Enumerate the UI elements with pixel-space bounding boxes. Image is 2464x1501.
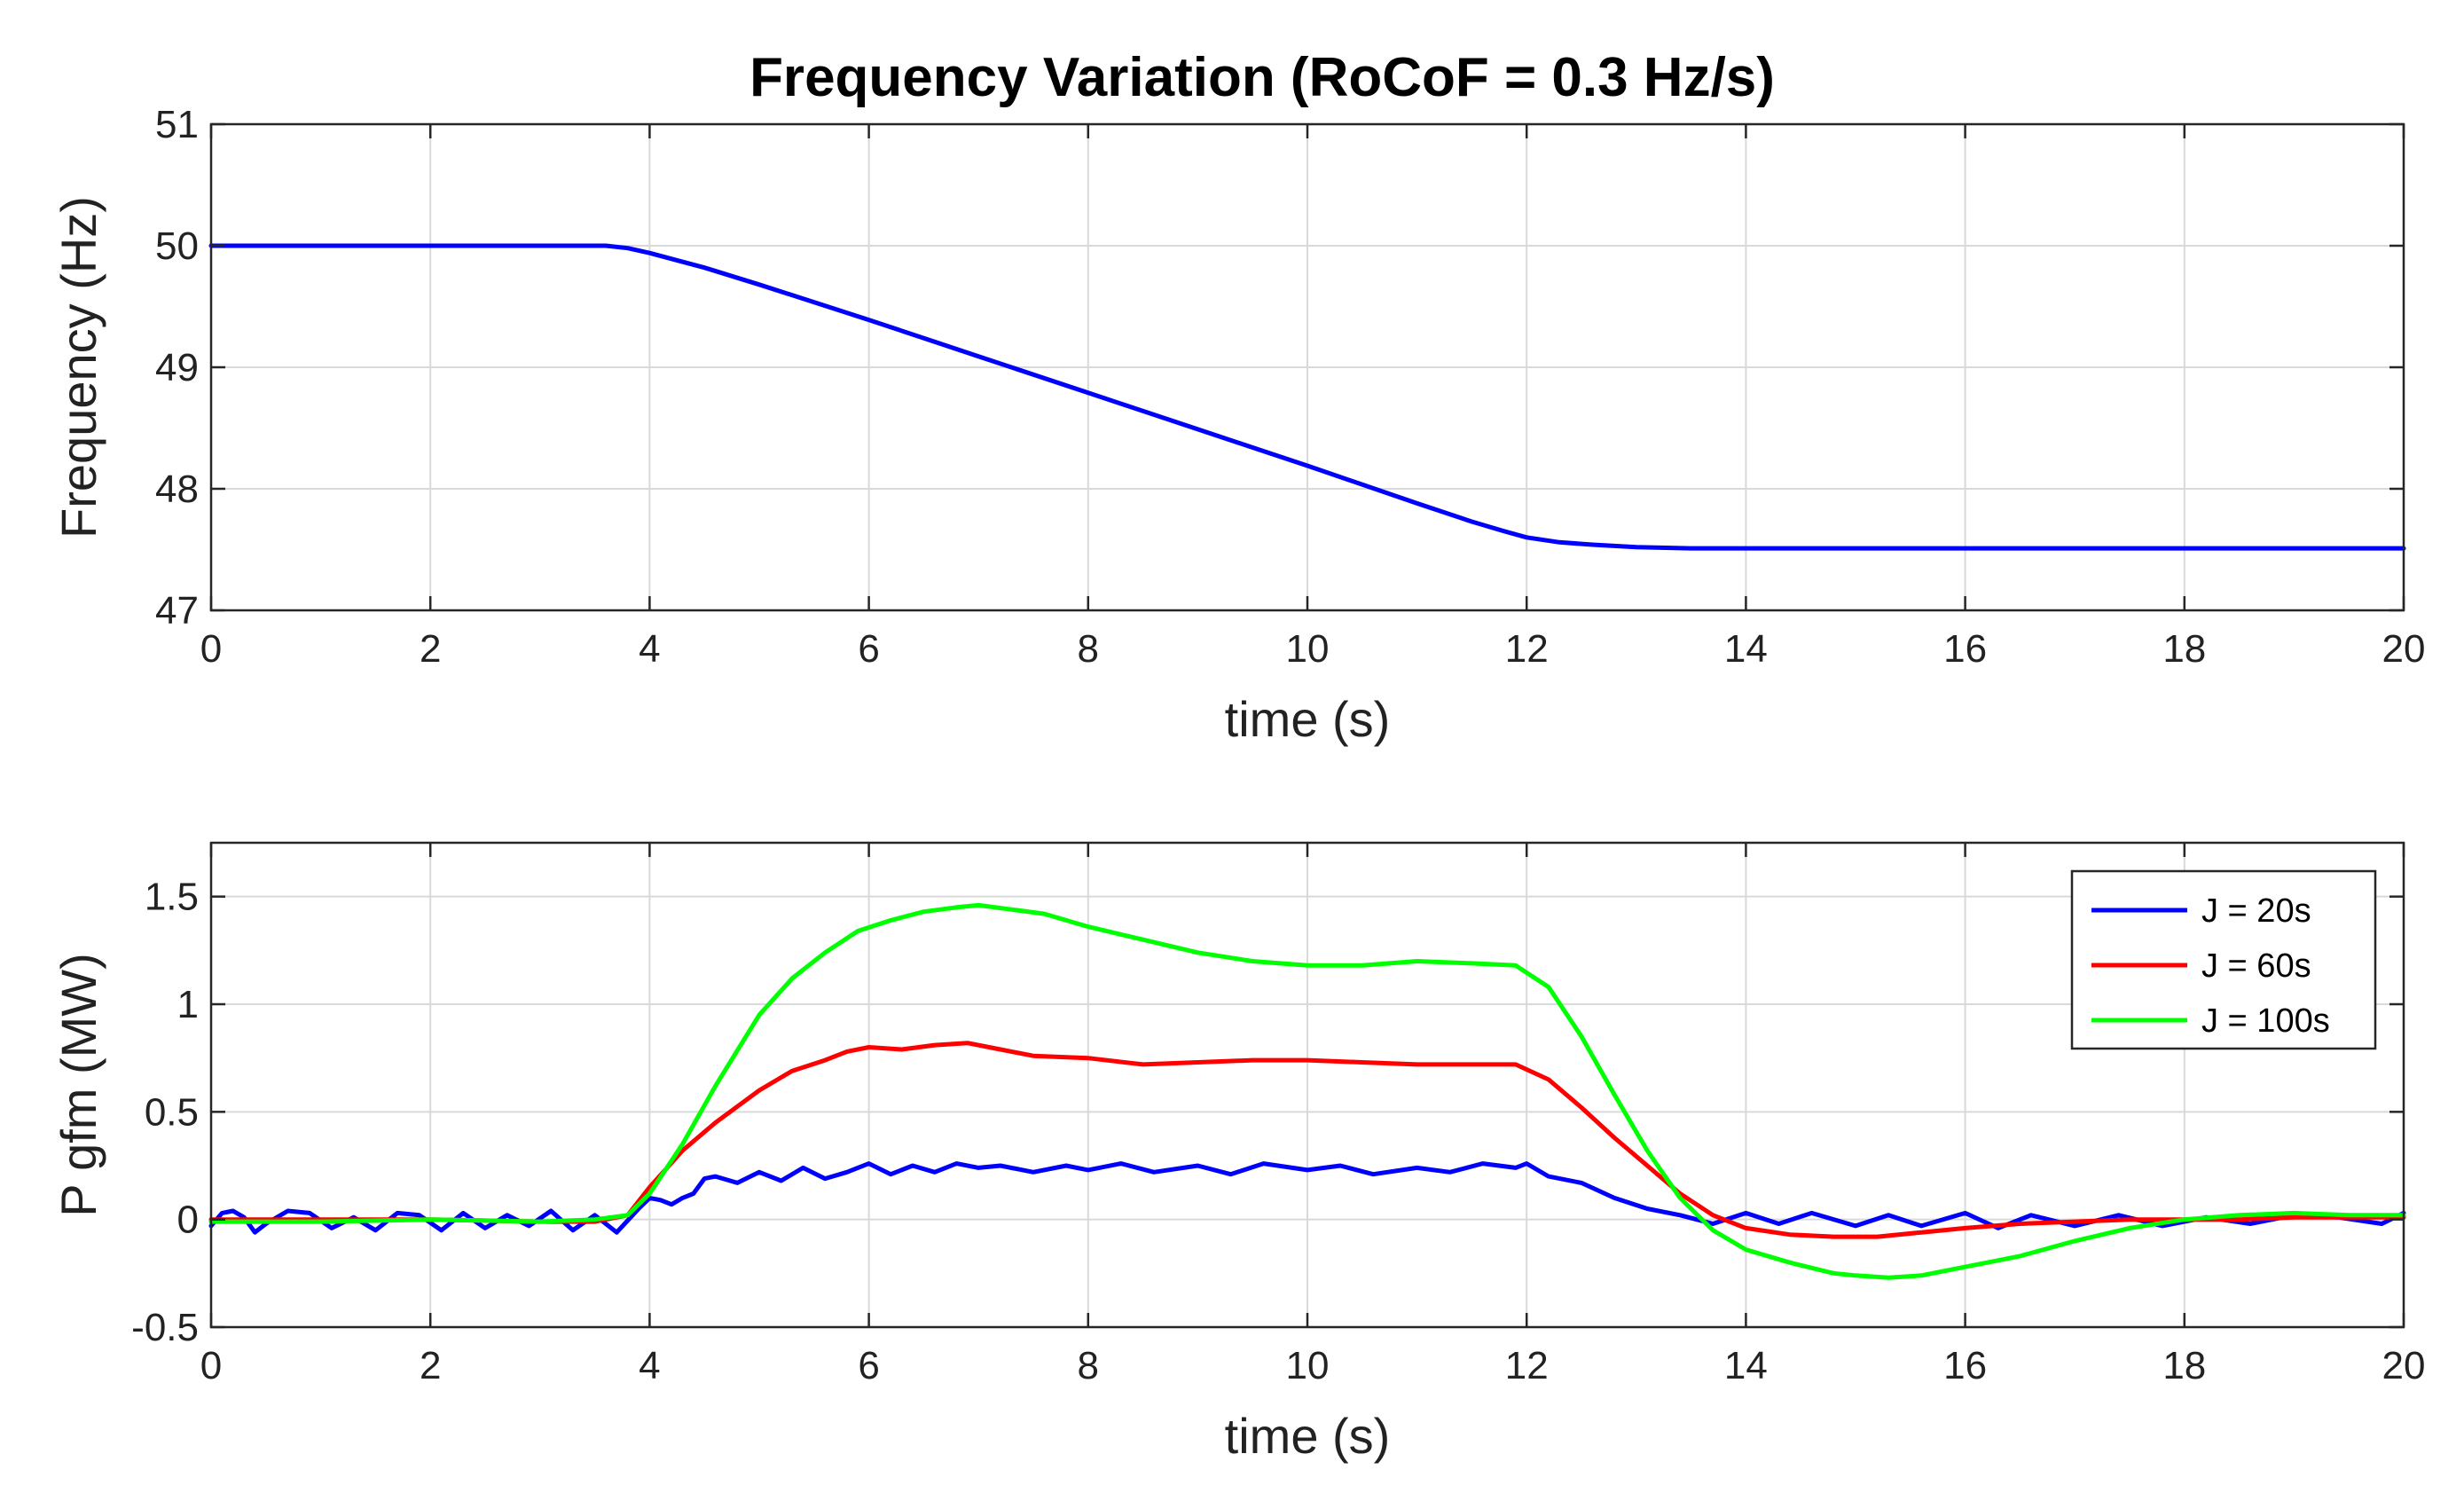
freq-xtick-label-4: 8 — [1078, 627, 1099, 671]
pgfm-ylabel: P gfm (MW) — [51, 953, 106, 1217]
freq-xtick-label-8: 16 — [1943, 627, 1987, 671]
pgfm-xlabel: time (s) — [1225, 1408, 1391, 1464]
freq-ytick-label-2: 49 — [155, 346, 199, 389]
freq-xtick-label-9: 18 — [2162, 627, 2206, 671]
legend-label-1: J = 60s — [2201, 947, 2311, 985]
legend-label-0: J = 20s — [2201, 892, 2311, 930]
pgfm-ytick-label-3: 1 — [177, 983, 199, 1026]
pgfm-xtick-label-10: 20 — [2382, 1344, 2426, 1387]
freq-xlabel: time (s) — [1225, 691, 1391, 747]
freq-xtick-label-3: 6 — [858, 627, 879, 671]
freq-xtick-label-7: 14 — [1724, 627, 1768, 671]
freq-ylabel: Frequency (Hz) — [51, 196, 106, 538]
freq-ytick-label-3: 50 — [155, 224, 199, 268]
pgfm-ytick-label-0: -0.5 — [131, 1306, 199, 1349]
pgfm-xtick-label-5: 10 — [1286, 1344, 1330, 1387]
pgfm-xtick-label-0: 0 — [200, 1344, 222, 1387]
pgfm-xtick-label-4: 8 — [1078, 1344, 1099, 1387]
legend-label-2: J = 100s — [2201, 1002, 2330, 1040]
pgfm-ytick-label-4: 1.5 — [145, 876, 199, 919]
pgfm-xtick-label-3: 6 — [858, 1344, 879, 1387]
pgfm-xtick-label-6: 12 — [1505, 1344, 1549, 1387]
pgfm-series-line-2 — [208, 902, 2406, 1280]
pgfm-xtick-label-7: 14 — [1724, 1344, 1768, 1387]
freq-ytick-label-0: 47 — [155, 589, 199, 633]
freq-xtick-label-10: 20 — [2382, 627, 2426, 671]
freq-xtick-label-0: 0 — [200, 627, 222, 671]
pgfm-xtick-label-1: 2 — [420, 1344, 441, 1387]
pgfm-series-line-1 — [208, 1041, 2406, 1239]
freq-ytick-label-1: 48 — [155, 468, 199, 511]
frequency-plot: 0 2 4 6 8 10 12 14 16 18 20 47 48 49 50 51 time (s) Frequ… — [51, 103, 2425, 747]
freq-xtick-label-6: 12 — [1505, 627, 1549, 671]
pgfm-ytick-label-2: 0.5 — [145, 1090, 199, 1134]
freq-xtick-label-1: 2 — [420, 627, 441, 671]
freq-series-line-0 — [208, 243, 2406, 551]
pgfm-xtick-label-2: 4 — [639, 1344, 660, 1387]
pgfm-ytick-label-1: 0 — [177, 1198, 199, 1242]
pgfm-xtick-label-9: 18 — [2162, 1344, 2206, 1387]
freq-xtick-label-2: 4 — [639, 627, 660, 671]
pgfm-xtick-label-8: 16 — [1943, 1344, 1987, 1387]
chart-title: Frequency Variation (RoCoF = 0.3 Hz/s) — [749, 47, 1775, 108]
legend: J = 20s J = 60s J = 100s — [2070, 869, 2377, 1050]
freq-ytick-label-4: 51 — [155, 103, 199, 146]
freq-xtick-label-5: 10 — [1286, 627, 1330, 671]
